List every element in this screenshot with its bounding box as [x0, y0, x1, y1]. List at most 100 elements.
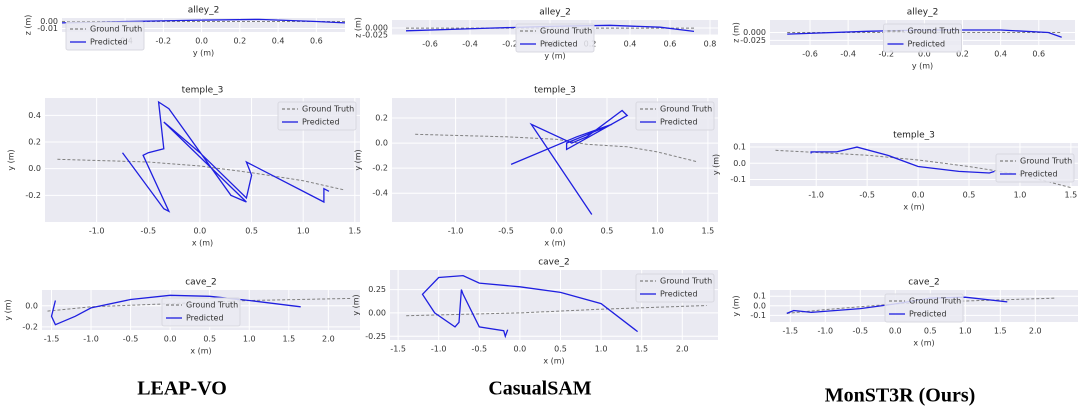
x-tick-label: 0.6	[310, 37, 323, 46]
y-tick-label: -0.25	[365, 332, 386, 341]
legend: Ground Truth Predicted	[65, 21, 145, 51]
y-tick-label: 0.1	[733, 143, 746, 152]
y-tick-label: -0.2	[372, 164, 388, 173]
x-tick-label: -0.5	[472, 345, 488, 354]
trajectory-line	[415, 133, 698, 163]
y-tick-label: -0.025	[362, 31, 388, 40]
x-tick-label: 0.5	[924, 327, 937, 336]
legend: Ground Truth Predicted	[161, 297, 241, 327]
y-tick-label: -0.2	[22, 322, 38, 331]
y-tick-label: 0.00	[368, 308, 386, 317]
x-tick-label: 0.8	[704, 40, 717, 49]
trajectory-line	[775, 149, 1072, 189]
legend-label: Ground Truth	[186, 301, 238, 310]
y-tick-label: 0.0	[375, 139, 388, 148]
x-tick-label: -0.5	[498, 227, 514, 236]
chart-title: cave_2	[908, 278, 940, 288]
chart-title: temple_3	[893, 131, 935, 141]
y-axis-label: y (m)	[712, 154, 721, 175]
x-tick-label: -0.2	[156, 37, 172, 46]
y-axis-label: y (m)	[352, 294, 361, 315]
chart-title: cave_2	[185, 278, 217, 288]
y-axis-label: z (m)	[24, 15, 33, 36]
x-tick-label: 2.0	[676, 345, 689, 354]
trajectory-line	[786, 297, 1057, 314]
column-label: MonST3R (Ours)	[825, 385, 976, 407]
legend-label: Predicted	[186, 314, 224, 323]
trajectory-line	[57, 158, 345, 191]
trajectory-line	[810, 146, 995, 174]
y-tick-label: -0.01	[37, 24, 58, 33]
x-tick-label: -1.0	[83, 335, 99, 344]
x-tick-label: -0.6	[802, 50, 818, 59]
y-tick-label: 0.00	[40, 17, 58, 26]
legend: Ground Truth Predicted	[884, 293, 964, 323]
trajectory-line	[510, 109, 629, 215]
x-tick-label: -0.6	[422, 40, 438, 49]
x-axis-label: y (m)	[912, 62, 933, 71]
x-tick-label: -0.2	[878, 50, 894, 59]
x-axis-label: x (m)	[903, 203, 924, 212]
y-tick-label: 0.2	[375, 114, 388, 123]
x-tick-label: -0.5	[140, 227, 156, 236]
trajectory-line	[787, 29, 1062, 38]
x-tick-label: 1.0	[651, 227, 664, 236]
y-tick-label: -0.1	[730, 175, 746, 184]
legend-label: Ground Truth	[660, 105, 712, 114]
x-tick-label: -1.0	[431, 345, 447, 354]
x-tick-label: 1.0	[243, 335, 256, 344]
y-tick-label: -0.4	[372, 189, 388, 198]
x-tick-label: 0.0	[912, 191, 925, 200]
x-tick-label: -1.0	[448, 227, 464, 236]
x-tick-label: 0.6	[664, 40, 677, 49]
chart-title: temple_3	[182, 86, 224, 96]
x-tick-label: -0.5	[852, 327, 868, 336]
trajectory-line	[421, 274, 638, 339]
x-tick-label: 0.4	[272, 37, 285, 46]
legend-label: Predicted	[908, 40, 946, 49]
y-tick-label: 0.2	[28, 138, 41, 147]
x-tick-label: -1.0	[808, 191, 824, 200]
x-tick-label: 0.0	[918, 50, 931, 59]
x-tick-label: 0.0	[514, 345, 527, 354]
y-axis-label: z (m)	[354, 17, 363, 38]
y-axis-label: y (m)	[4, 299, 13, 320]
legend-label: Predicted	[302, 118, 340, 127]
y-tick-label: 0.25	[368, 285, 386, 294]
legend: Ground Truth Predicted	[515, 23, 595, 53]
x-tick-label: -1.5	[44, 335, 60, 344]
x-tick-label: -0.4	[462, 40, 478, 49]
x-tick-label: 1.0	[1014, 191, 1027, 200]
legend-label: Ground Truth	[302, 105, 354, 114]
x-tick-label: 1.5	[1065, 191, 1078, 200]
x-axis-label: y (m)	[544, 52, 565, 61]
legend-label: Ground Truth	[1020, 157, 1072, 166]
legend-label: Ground Truth	[909, 297, 961, 306]
x-axis-label: x (m)	[190, 347, 211, 356]
y-tick-label: -0.025	[740, 36, 766, 45]
legend-label: Ground Truth	[90, 25, 142, 34]
y-tick-label: -0.1	[750, 311, 766, 320]
x-axis-label: x (m)	[192, 239, 213, 248]
x-tick-label: 1.5	[702, 227, 715, 236]
x-tick-label: 1.5	[282, 335, 295, 344]
x-tick-label: 0.0	[194, 227, 207, 236]
y-tick-label: 0.0	[28, 164, 41, 173]
x-tick-label: 0.5	[554, 345, 567, 354]
x-tick-label: 1.0	[297, 227, 310, 236]
y-tick-label: 0.000	[743, 28, 766, 37]
y-tick-label: 0.1	[753, 292, 766, 301]
x-tick-label: -0.5	[859, 191, 875, 200]
x-tick-label: 0.0	[550, 227, 563, 236]
y-axis-label: y (m)	[354, 149, 363, 170]
x-tick-label: 0.5	[245, 227, 258, 236]
y-axis-label: z (m)	[732, 22, 741, 43]
legend-label: Predicted	[540, 40, 578, 49]
y-axis-label: y (m)	[732, 295, 741, 316]
x-tick-label: 0.4	[624, 40, 637, 49]
x-tick-label: 1.5	[348, 227, 361, 236]
x-tick-label: 0.5	[963, 191, 976, 200]
legend-label: Ground Truth	[908, 27, 960, 36]
y-tick-label: 0.4	[28, 111, 41, 120]
